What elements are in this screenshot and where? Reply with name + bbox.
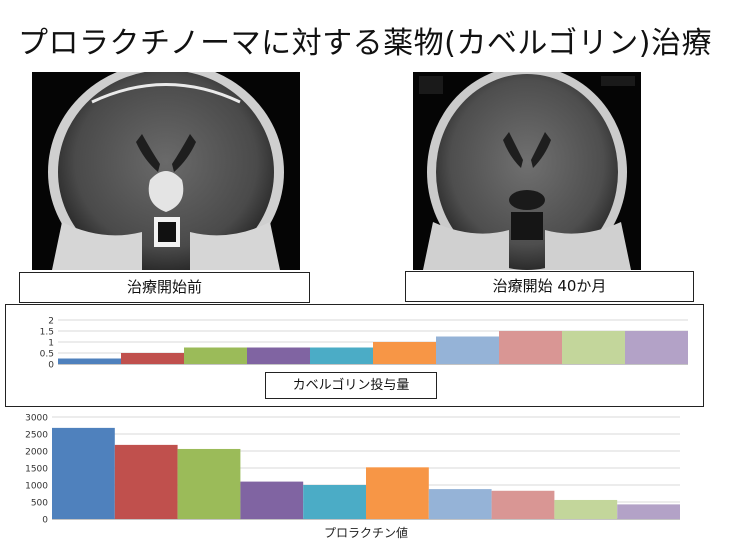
caption-before-treatment: 治療開始前 (19, 272, 310, 303)
bar-6 (373, 342, 436, 364)
y-tick-label: 0 (48, 361, 54, 371)
dose-axis-label: カベルゴリン投与量 (265, 372, 437, 399)
bar-8 (499, 331, 562, 364)
bar-8 (491, 490, 555, 519)
bar-4 (247, 347, 310, 364)
bar-7 (436, 336, 499, 364)
y-tick-label: 2 (48, 317, 54, 327)
bar-5 (310, 347, 373, 364)
caption-after-treatment: 治療開始 40か月 (405, 271, 694, 302)
y-tick-label: 2000 (25, 448, 48, 458)
y-tick-label: 500 (31, 499, 48, 509)
bar-9 (562, 331, 625, 364)
bar-2 (114, 444, 178, 519)
prolactin-chart-frame: 0 500 1000 1500 2000 2500 3000 プロラクチン値 (0, 405, 730, 547)
y-tick-label: 1500 (25, 465, 48, 475)
bar-1 (52, 427, 115, 519)
y-tick-label: 1000 (25, 482, 48, 492)
bar-10 (617, 504, 680, 519)
y-tick-label: 1.5 (40, 328, 54, 338)
x-axis-label: プロラクチン値 (324, 525, 408, 540)
bar-3 (184, 347, 247, 364)
bar-7 (428, 489, 492, 519)
dose-chart: 00.511.52 (40, 317, 688, 371)
bar-6 (366, 467, 429, 519)
y-tick-label: 0 (42, 516, 48, 526)
y-tick-label: 2500 (25, 431, 48, 441)
y-tick-label: 0.5 (40, 350, 54, 360)
bar-2 (121, 353, 184, 364)
bar-5 (303, 485, 366, 519)
mri-before-image (32, 72, 300, 270)
bar-4 (240, 481, 304, 519)
y-tick-label: 1 (48, 339, 54, 349)
bar-10 (625, 331, 688, 364)
slide-title: プロラクチノーマに対する薬物(カベルゴリン)治療 (18, 26, 712, 61)
y-tick-label: 3000 (25, 414, 48, 424)
bar-9 (554, 499, 618, 519)
mri-after-image (413, 72, 641, 270)
bar-1 (58, 358, 121, 364)
prolactin-chart: 0 500 1000 1500 2000 2500 3000 プロラクチン値 (25, 414, 680, 540)
bar-3 (177, 448, 241, 519)
